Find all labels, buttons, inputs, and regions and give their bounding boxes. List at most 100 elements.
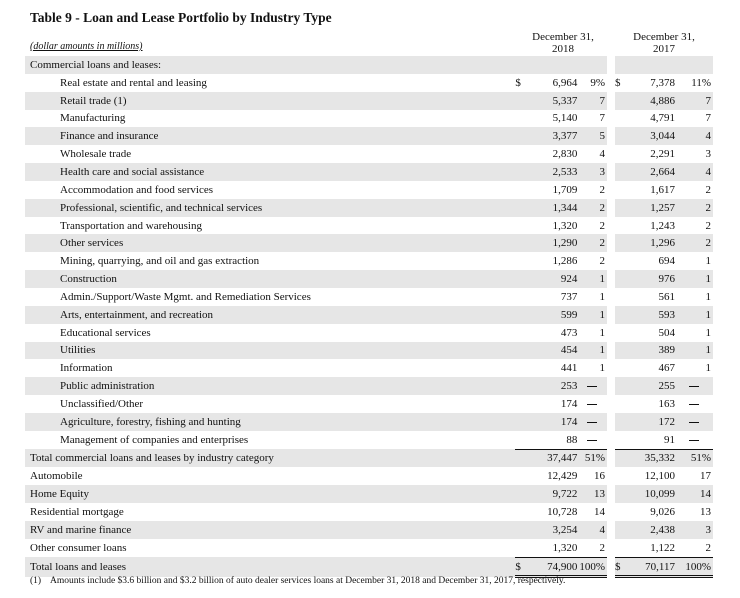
dash-mark <box>587 439 598 441</box>
percent-2018: 1 <box>599 326 606 339</box>
table-row: Agriculture, forestry, fishing and hunti… <box>25 412 713 431</box>
row-label: Other services <box>25 234 516 253</box>
amount-2017: 561 <box>658 290 676 303</box>
column-gap <box>607 520 615 539</box>
percent-2018: 2 <box>599 219 606 232</box>
row-label: Information <box>60 362 113 375</box>
amount-2017: 172 <box>627 412 677 431</box>
table-body: Commercial loans and leases: Real estate … <box>25 56 713 579</box>
percent-2018: 2 <box>579 234 607 253</box>
percent-2018: 1 <box>579 270 607 288</box>
amount-2017: 593 <box>627 305 677 324</box>
row-label: Commercial loans and leases: <box>25 56 516 74</box>
row-label: Professional, scientific, and technical … <box>25 198 516 217</box>
column-header-2018-line2: 2018 <box>552 43 574 55</box>
table-row: Educational services 473 1 504 1 <box>25 324 713 342</box>
table-row: Retail trade (1) 5,337 7 4,886 7 <box>25 91 713 110</box>
percent-2017: 1 <box>705 362 712 375</box>
amount-2018: 253 <box>529 377 580 396</box>
table-row: Wholesale trade 2,830 4 2,291 3 <box>25 145 713 163</box>
table-row: Public administration 253 255 <box>25 377 713 396</box>
amount-2017: 7,378 <box>650 76 675 89</box>
table-row: Real estate and rental and leasing $6,964… <box>25 74 713 92</box>
table-row: Admin./Support/Waste Mgmt. and Remediati… <box>25 288 713 306</box>
column-gap <box>607 127 615 146</box>
table-row: Professional, scientific, and technical … <box>25 198 713 217</box>
table-row: Management of companies and enterprises 8… <box>25 431 713 449</box>
amount-2017: 389 <box>627 341 677 360</box>
row-label: Finance and insurance <box>25 127 516 146</box>
column-gap <box>607 377 615 396</box>
amount-2017 <box>627 56 677 74</box>
currency-2017 <box>615 163 627 181</box>
percent-2018: 1 <box>599 362 606 375</box>
amount-2018: 1,709 <box>552 183 578 196</box>
amount-2018: 1,344 <box>529 198 580 217</box>
currency-2017 <box>615 377 627 396</box>
percent-2018: 4 <box>579 520 607 539</box>
units-note: (dollar amounts in millions) <box>30 41 143 52</box>
column-gap <box>607 74 615 92</box>
percent-2017: 1 <box>677 305 713 324</box>
row-label: Transportation and warehousing <box>60 219 202 232</box>
amount-2018: 5,337 <box>529 91 580 110</box>
row-label: Real estate and rental and leasing <box>60 76 207 89</box>
dash-mark <box>689 386 699 388</box>
currency-2017 <box>615 145 627 163</box>
amount-2017: 976 <box>627 270 677 288</box>
currency-2017 <box>615 485 627 504</box>
currency-2017 <box>615 341 627 360</box>
percent-2017: 7 <box>705 112 712 125</box>
currency-2018 <box>515 127 530 146</box>
percent-2018: 16 <box>594 470 605 483</box>
percent-2017: 2 <box>677 234 713 253</box>
row-label: Accommodation and food services <box>60 183 214 196</box>
currency-2017 <box>615 431 627 449</box>
currency-2017 <box>615 539 627 557</box>
amount-2017: 1,257 <box>627 198 677 217</box>
amount-2018: 74,900 <box>529 556 580 579</box>
amount-2018: 37,447 <box>529 448 580 468</box>
amount-2018: 924 <box>529 270 580 288</box>
dash-mark <box>587 421 598 423</box>
currency-2018 <box>515 324 529 342</box>
amount-2017: 1,617 <box>650 183 675 196</box>
amount-2017: 9,026 <box>650 506 675 519</box>
row-label: Manufacturing <box>60 112 126 125</box>
amount-2017: 10,099 <box>627 485 677 504</box>
amount-2018: 1,286 <box>552 255 578 268</box>
percent-2017: 1 <box>705 326 712 339</box>
currency-2018 <box>515 377 530 396</box>
percent-2017: 1 <box>677 341 713 360</box>
column-gap <box>607 557 615 577</box>
percent-2017 <box>677 395 713 413</box>
currency-2017 <box>615 520 627 539</box>
column-gap <box>607 431 615 449</box>
currency-2017 <box>615 198 627 217</box>
row-label: Management of companies and enterprises <box>60 433 249 446</box>
table-row: Accommodation and food services 1,709 2 1,6… <box>25 181 713 199</box>
amount-2017: 163 <box>658 397 676 410</box>
currency-2017: $ <box>615 76 621 89</box>
table-row: Mining, quarrying, and oil and gas extra… <box>25 252 713 270</box>
amount-2017: 3,044 <box>627 127 677 146</box>
percent-2018: 13 <box>579 485 607 504</box>
table-row: Health care and social assistance 2,533 3 2… <box>25 163 713 181</box>
amount-2018: 10,728 <box>547 506 578 519</box>
column-gap <box>607 395 615 413</box>
percent-2018: 2 <box>599 183 606 196</box>
column-gap <box>607 324 615 342</box>
row-label: Arts, entertainment, and recreation <box>25 305 516 324</box>
table-row: Other services 1,290 2 1,296 2 <box>25 234 713 253</box>
row-label: Construction <box>25 270 516 288</box>
amount-2017: 694 <box>658 255 676 268</box>
currency-2018 <box>515 91 530 110</box>
currency-2017 <box>615 359 627 377</box>
amount-2018: 88 <box>566 433 578 446</box>
currency-2017 <box>615 252 627 270</box>
currency-2018 <box>515 217 529 235</box>
amount-2018: 9,722 <box>529 485 580 504</box>
table-row: Residential mortgage 10,728 14 9,026 13 <box>25 503 713 521</box>
percent-2017: 2 <box>705 219 712 232</box>
table-row: Home Equity 9,722 13 10,099 14 <box>25 485 713 504</box>
